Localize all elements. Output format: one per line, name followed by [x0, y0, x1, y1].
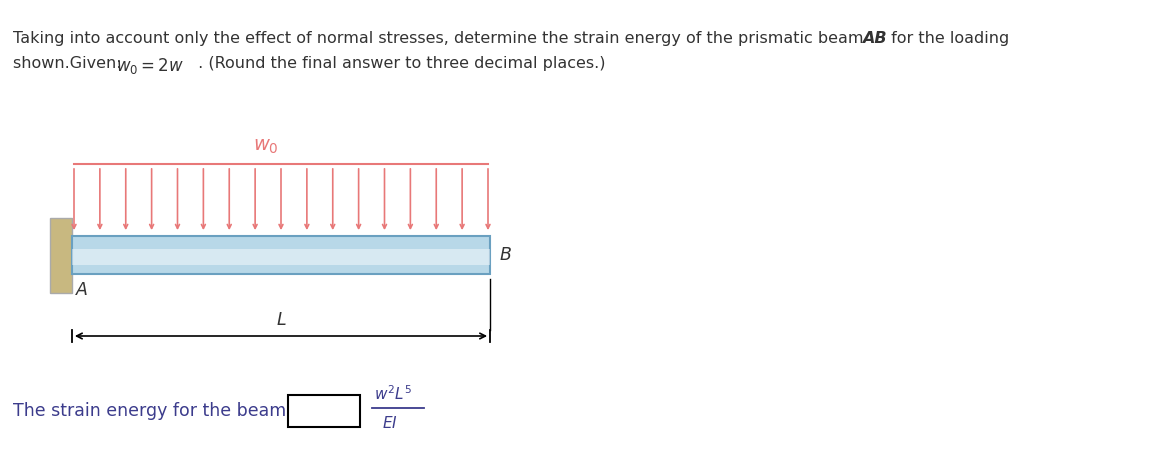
Bar [71, 236, 489, 274]
Text: $w^2 L^5$: $w^2 L^5$ [374, 384, 412, 403]
Bar [71, 249, 489, 265]
Text: The strain energy for the beam is: The strain energy for the beam is [13, 402, 306, 420]
Text: . (Round the final answer to three decimal places.): . (Round the final answer to three decim… [193, 56, 605, 71]
Text: $EI$: $EI$ [382, 415, 398, 431]
Text: A: A [76, 281, 88, 299]
Bar [50, 218, 71, 293]
Text: Taking into account only the effect of normal stresses, determine the strain ene: Taking into account only the effect of n… [13, 31, 869, 46]
Text: $w_0 = 2w$: $w_0 = 2w$ [116, 56, 184, 76]
Text: for the loading: for the loading [886, 31, 1009, 46]
Text: $w_0$: $w_0$ [253, 137, 279, 156]
Text: B: B [500, 246, 512, 264]
Text: L: L [276, 311, 286, 329]
Text: AB: AB [862, 31, 886, 46]
Bar [288, 395, 359, 427]
Text: shown.Given:: shown.Given: [13, 56, 126, 71]
